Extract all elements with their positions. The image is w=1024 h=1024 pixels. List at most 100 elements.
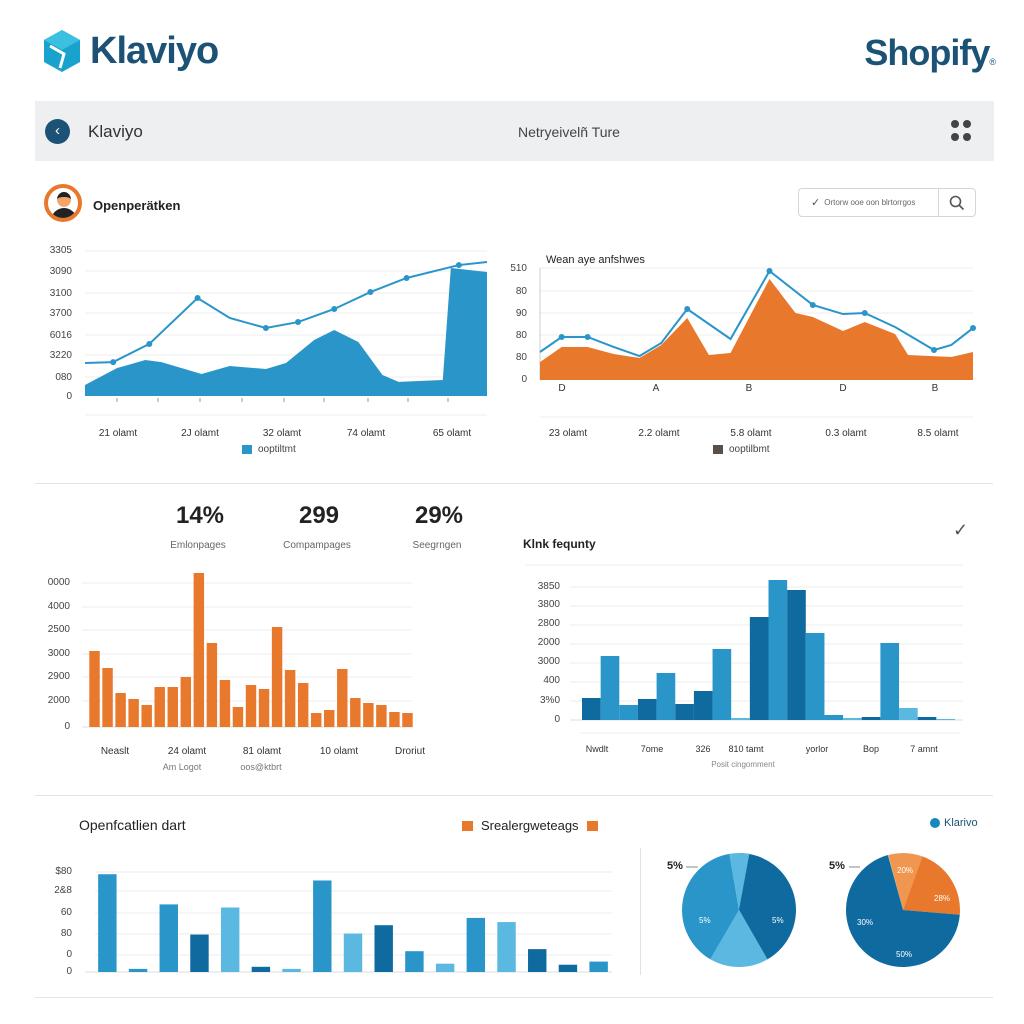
y-tick: 0000: [47, 577, 70, 588]
bar: [284, 670, 296, 727]
x-label: 5.8 olamt: [730, 428, 772, 439]
app-name: Klaviyo: [88, 122, 143, 141]
x-label: yorlor: [805, 744, 829, 754]
bar: [297, 683, 309, 727]
x-label: 65 olamt: [432, 428, 472, 439]
pie-slice: [903, 856, 960, 915]
bar: [600, 656, 620, 720]
y-tick: 3%0: [539, 695, 560, 706]
y-tick: 3700: [49, 308, 72, 319]
chart4-title: Klnk fequnty: [523, 537, 596, 551]
chart2-title: Wean aye anfshwes: [546, 254, 645, 266]
pie-slice-label: 5%: [699, 916, 711, 925]
bar: [749, 617, 769, 720]
x-label: 2J olamt: [181, 428, 219, 439]
kpi-label: Compampages: [283, 540, 351, 551]
bar: [128, 968, 148, 972]
x-label: 32 olamt: [262, 428, 302, 439]
brand-label: Klarivo: [944, 817, 978, 829]
user-avatar[interactable]: [44, 184, 82, 222]
check-icon: ✓: [811, 197, 821, 209]
data-point: [970, 325, 976, 332]
pie-slice: [681, 853, 739, 960]
y-tick: 400: [543, 675, 560, 686]
bar: [206, 643, 218, 727]
bar: [528, 949, 547, 972]
section-divider: [35, 795, 993, 796]
grid-menu-icon[interactable]: [951, 120, 973, 142]
y-tick: 80: [60, 928, 72, 939]
x-category: B: [745, 383, 753, 394]
pie-outer-label: 5%: [667, 860, 683, 872]
x-label: 810 tamt: [728, 744, 764, 754]
bar: [843, 718, 862, 720]
bar: [190, 934, 209, 972]
x-label: 21 olamt: [98, 428, 138, 439]
y-tick: 3220: [49, 350, 72, 361]
search-icon[interactable]: [938, 189, 975, 216]
x-label: 7 amnt: [910, 744, 938, 754]
data-point: [558, 333, 565, 340]
klaviyo-logo[interactable]: Klaviyo: [42, 28, 219, 74]
data-point: [295, 319, 302, 326]
data-point: [684, 305, 691, 312]
x-label: 7ome: [640, 744, 664, 754]
bar: [861, 717, 881, 720]
bar: [389, 712, 400, 727]
x-category: D: [558, 383, 566, 394]
klaviyo-cube-icon: [44, 30, 80, 72]
y-tick: 3850: [537, 581, 560, 592]
bar: [89, 651, 100, 727]
bar: [167, 687, 178, 727]
data-point: [809, 301, 816, 308]
bar: [558, 964, 578, 972]
x-label: 81 olamt: [242, 746, 282, 757]
chart5-legend: Srealergweteags: [462, 818, 598, 833]
y-tick: 4000: [47, 601, 70, 612]
bar: [343, 933, 363, 972]
data-point: [766, 268, 773, 275]
y-tick: 90: [515, 308, 527, 319]
x-label: 326: [695, 744, 711, 754]
bar: [405, 951, 424, 972]
y-tick: 3000: [537, 656, 560, 667]
data-point: [331, 306, 338, 312]
line-series: [84, 261, 488, 364]
x-label: 10 olamt: [319, 746, 359, 757]
legend-swatch: [586, 820, 598, 831]
pie-slice-label: 28%: [934, 894, 951, 903]
shopify-logo[interactable]: Shopify®: [864, 32, 996, 74]
y-tick: 3100: [49, 288, 72, 299]
search-box[interactable]: ✓ Ortorw ooe oon blrtorrgos: [798, 188, 976, 217]
back-button[interactable]: ‹: [45, 119, 70, 144]
y-tick: 080: [55, 372, 72, 383]
search-input[interactable]: Ortorw ooe oon blrtorrgos: [824, 198, 916, 207]
y-tick: 3305: [49, 245, 72, 256]
kpi-value: 14%: [175, 502, 225, 529]
bar: [589, 961, 608, 972]
bar: [128, 699, 139, 727]
bar: [154, 687, 165, 727]
chart1-legend: ooptiltmt: [242, 444, 296, 455]
bar: [880, 643, 900, 720]
bar: [466, 917, 486, 972]
bar: [350, 698, 361, 727]
y-tick: 3090: [49, 266, 72, 277]
kpi-value: 299: [298, 502, 340, 529]
bar: [251, 966, 271, 972]
bar: [245, 685, 257, 727]
x-label: 0.3 olamt: [825, 428, 867, 439]
klaviyo-badge[interactable]: Klarivo: [930, 817, 978, 829]
x-sublabel: Posit cingomment: [711, 760, 775, 769]
bar: [693, 691, 713, 720]
bar: [712, 649, 732, 720]
y-tick: 2800: [537, 618, 560, 629]
pie-slice-label: 50%: [896, 950, 913, 959]
x-category: A: [652, 383, 660, 394]
bar: [497, 922, 516, 972]
bar: [98, 874, 117, 972]
y-tick: 2&8: [54, 885, 72, 896]
bar: [282, 968, 301, 972]
collapse-chevron-icon[interactable]: ✓: [953, 520, 969, 540]
